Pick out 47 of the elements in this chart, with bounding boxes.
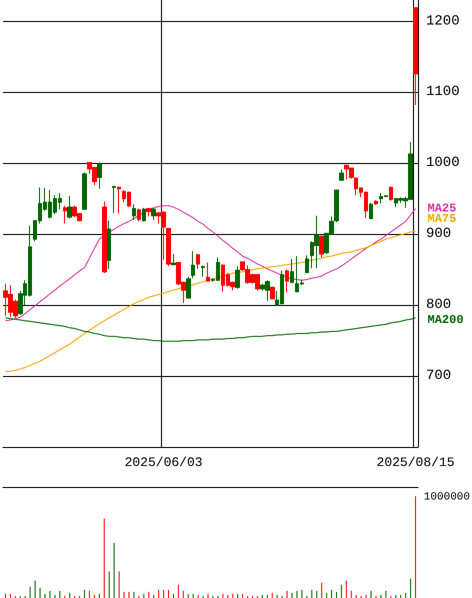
y-tick-label: 1000: [426, 155, 460, 172]
line-series: [4, 317, 416, 342]
y-tick-label: 1100: [426, 84, 460, 100]
line-series: [4, 230, 416, 372]
y-tick-label: 1200: [426, 13, 460, 30]
candlestick: [186, 276, 191, 300]
candlestick: [413, 6, 418, 106]
candlestick: [137, 208, 141, 222]
candlestick: [206, 262, 210, 282]
candlestick: [319, 235, 324, 258]
candlestick: [142, 207, 146, 222]
x-tick-label: 2025/08/15: [376, 455, 455, 470]
candlestick: [63, 205, 67, 224]
candlestick: [196, 254, 200, 270]
candlestick: [290, 258, 294, 284]
candlestick: [171, 254, 176, 266]
candlestick: [374, 200, 378, 206]
candlestick: [102, 201, 107, 274]
candlestick: [389, 186, 393, 202]
candlestick: [107, 220, 111, 270]
y-tick-label: 700: [426, 368, 452, 384]
candlestick: [146, 207, 151, 217]
candlestick: [339, 169, 344, 182]
candlestick: [132, 204, 136, 220]
candlestick: [235, 266, 240, 290]
text: 1000000: [424, 492, 470, 504]
candlestick: [67, 195, 72, 220]
candlestick: [201, 264, 205, 278]
line-series: [4, 205, 416, 322]
candlestick: [334, 188, 339, 223]
candlestick: [305, 254, 309, 274]
y-tick-label: 900: [426, 226, 452, 242]
candlestick: [97, 162, 102, 190]
candlestick: [270, 286, 275, 300]
candlestick: [112, 185, 116, 214]
candlestick: [117, 186, 121, 214]
series-label: MA75: [428, 212, 456, 226]
candlestick: [166, 227, 171, 267]
candlestick: [285, 269, 289, 293]
candlestick: [191, 250, 195, 279]
candlestick: [151, 207, 156, 220]
candlestick: [314, 215, 319, 269]
series-label: MA200: [428, 313, 464, 328]
y-tick-label: 800: [426, 297, 452, 314]
x-tick-label: 2025/06/03: [124, 455, 203, 470]
candlestick: [369, 202, 373, 220]
candlestick: [82, 172, 87, 211]
